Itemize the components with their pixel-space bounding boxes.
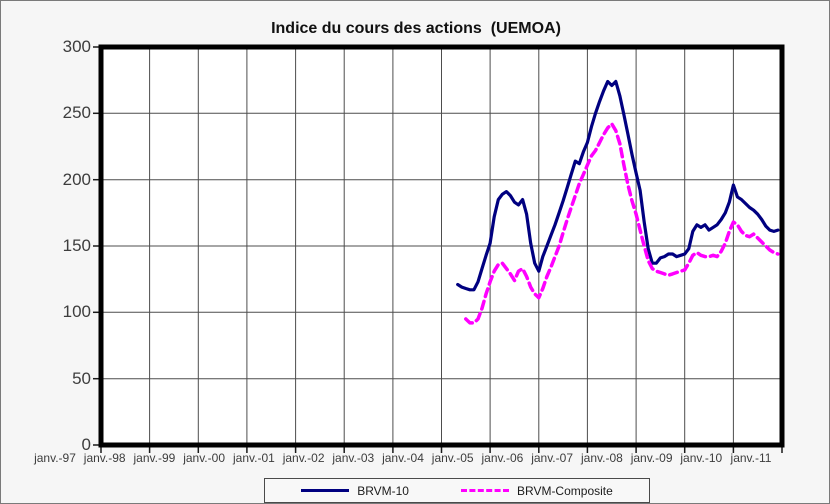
x-tick-label: janv.-08 — [580, 451, 623, 465]
x-tick-label: janv.-01 — [232, 451, 275, 465]
x-tick-label: janv.-98 — [83, 451, 126, 465]
x-tick-label: janv.-11 — [730, 451, 772, 465]
y-tick-label: 300 — [62, 37, 91, 56]
x-tick-label: janv.-00 — [183, 451, 225, 465]
legend-item-composite: BRVM-Composite — [460, 483, 613, 498]
x-tick-label: janv.-02 — [282, 451, 325, 465]
y-tick-label: 100 — [62, 302, 91, 322]
series-BRVM-10 — [456, 79, 780, 292]
y-tick-label: 200 — [62, 169, 91, 189]
legend: BRVM-10 BRVM-Composite — [264, 478, 650, 503]
legend-item-brvm10: BRVM-10 — [301, 484, 409, 498]
x-tick-label: janv.-04 — [382, 451, 424, 465]
series-BRVM-Composite — [464, 122, 780, 325]
y-tick-label: 0 — [81, 435, 91, 454]
x-tick-label: janv.-07 — [531, 451, 573, 465]
brvm10-solid-line-sample — [301, 489, 350, 492]
x-tick-label: janv.-09 — [630, 451, 673, 465]
chart-title: Indice du cours des actions (UEMOA) — [271, 20, 561, 37]
brvm-composite-dashed-line-sample — [460, 489, 509, 492]
x-tick-label: janv.-06 — [481, 451, 524, 465]
legend-label-composite: BRVM-Composite — [516, 483, 613, 498]
x-tick-label: janv.-10 — [680, 451, 723, 465]
legend-label-brvm10: BRVM-10 — [357, 483, 409, 498]
y-tick-label: 50 — [72, 368, 91, 388]
x-tick-label: janv.-05 — [431, 451, 474, 465]
x-tick-label: janv.-03 — [332, 451, 375, 465]
y-tick-label: 150 — [62, 236, 91, 255]
y-tick-label: 250 — [62, 103, 91, 123]
x-tick-label: janv.-99 — [133, 451, 176, 465]
x-tick-label: janv.-97 — [34, 451, 76, 465]
